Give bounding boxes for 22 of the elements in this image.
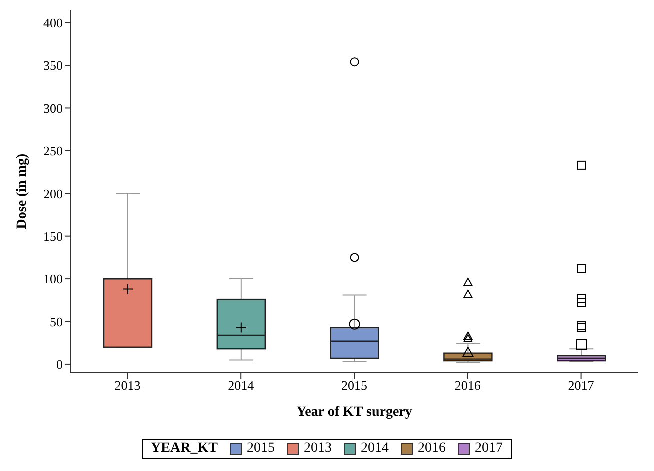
legend-label: 2016 bbox=[416, 441, 446, 457]
x-tick-label: 2014 bbox=[228, 378, 255, 394]
y-tick-label: 200 bbox=[44, 186, 63, 202]
y-tick-label: 0 bbox=[56, 357, 63, 372]
x-tick-label: 2015 bbox=[342, 378, 368, 394]
x-tick-label: 2017 bbox=[568, 378, 595, 394]
y-tick-label: 50 bbox=[50, 314, 63, 330]
legend-label: 2017 bbox=[474, 441, 503, 457]
y-tick-label: 350 bbox=[44, 58, 63, 74]
legend-label: 2014 bbox=[360, 441, 389, 457]
y-tick-label: 100 bbox=[44, 272, 63, 287]
legend-label: 2013 bbox=[302, 441, 332, 457]
y-axis-title: Dose (in mg) bbox=[14, 153, 30, 230]
x-tick-label: 2013 bbox=[114, 378, 141, 394]
legend-label: 2015 bbox=[246, 441, 275, 457]
y-tick-label: 400 bbox=[44, 15, 63, 30]
y-tick-label: 250 bbox=[44, 144, 63, 159]
y-tick-label: 300 bbox=[44, 100, 63, 116]
x-tick-label: 2016 bbox=[454, 378, 482, 394]
y-tick-label: 150 bbox=[44, 228, 63, 244]
legend-title: YEAR_KT bbox=[151, 441, 218, 457]
x-axis-title: Year of KT surgery bbox=[296, 405, 412, 420]
